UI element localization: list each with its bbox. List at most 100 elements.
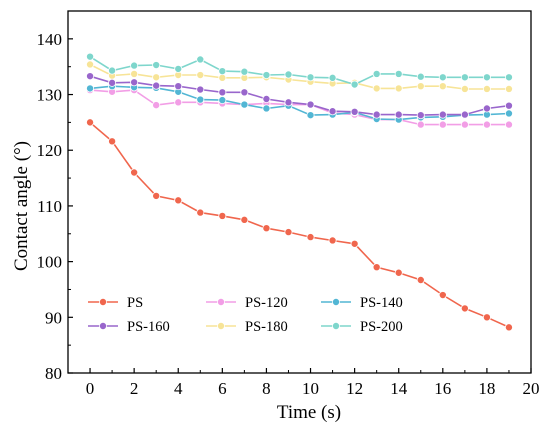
- data-point: [460, 84, 469, 93]
- data-point: [306, 100, 315, 109]
- data-point: [86, 52, 95, 61]
- x-tick-label: 14: [390, 379, 408, 398]
- data-point: [152, 191, 161, 200]
- data-point: [218, 211, 227, 220]
- data-point: [460, 304, 469, 313]
- data-point: [130, 78, 139, 87]
- data-point: [152, 81, 161, 90]
- data-point: [482, 104, 491, 113]
- y-axis-title: Contact angle (°): [11, 141, 32, 271]
- data-point: [152, 101, 161, 110]
- data-point: [372, 69, 381, 78]
- data-point: [174, 196, 183, 205]
- x-tick-label: 20: [523, 379, 540, 398]
- data-point: [460, 73, 469, 82]
- plot-frame: [67, 10, 532, 374]
- x-tick-label: 2: [130, 379, 139, 398]
- data-point: [240, 215, 249, 224]
- data-point: [416, 111, 425, 120]
- data-point: [218, 73, 227, 82]
- y-tick-label: 140: [37, 30, 63, 49]
- legend-marker: [99, 321, 108, 330]
- data-point: [438, 291, 447, 300]
- data-point: [438, 82, 447, 91]
- legend-item-ps-120: PS-120: [206, 295, 288, 311]
- legend-label: PS-140: [360, 295, 403, 311]
- data-point: [262, 94, 271, 103]
- data-point: [328, 73, 337, 82]
- data-point: [504, 109, 513, 118]
- data-point: [218, 96, 227, 105]
- data-point: [174, 82, 183, 91]
- y-tick-label: 80: [45, 364, 62, 383]
- data-point: [240, 88, 249, 97]
- legend-marker: [99, 297, 108, 306]
- data-point: [240, 67, 249, 76]
- data-point: [394, 110, 403, 119]
- legend-label: PS-120: [245, 295, 288, 311]
- legend-label: PS-160: [127, 319, 170, 335]
- data-point: [284, 98, 293, 107]
- data-point: [350, 107, 359, 116]
- axes: [67, 10, 532, 374]
- data-point: [152, 73, 161, 82]
- data-point: [460, 110, 469, 119]
- data-point: [284, 228, 293, 237]
- y-tick-label: 130: [37, 86, 63, 105]
- legend-item-ps-180: PS-180: [206, 319, 288, 335]
- data-point: [482, 313, 491, 322]
- data-point: [394, 268, 403, 277]
- data-point: [460, 120, 469, 129]
- legend-item-ps-140: PS-140: [321, 295, 403, 311]
- data-point: [482, 73, 491, 82]
- data-point: [240, 100, 249, 109]
- y-tick-label: 90: [45, 308, 62, 327]
- series-layer: [86, 52, 513, 332]
- data-point: [394, 69, 403, 78]
- x-tick-label: 10: [302, 379, 319, 398]
- data-point: [306, 73, 315, 82]
- data-point: [174, 64, 183, 73]
- data-point: [218, 67, 227, 76]
- data-point: [306, 233, 315, 242]
- data-point: [262, 224, 271, 233]
- legend-item-ps: PS: [88, 295, 143, 311]
- x-tick-label: 8: [262, 379, 271, 398]
- data-point: [438, 110, 447, 119]
- legend-item-ps-200: PS-200: [321, 319, 403, 335]
- data-point: [306, 111, 315, 120]
- data-point: [86, 72, 95, 81]
- data-point: [262, 71, 271, 80]
- data-point: [350, 80, 359, 89]
- data-point: [130, 168, 139, 177]
- data-point: [284, 70, 293, 79]
- data-point: [504, 323, 513, 332]
- x-tick-label: 16: [434, 379, 451, 398]
- data-point: [416, 120, 425, 129]
- series-line: [89, 89, 509, 126]
- data-point: [372, 263, 381, 272]
- data-point: [86, 84, 95, 93]
- series-ps-120: [86, 86, 513, 129]
- data-point: [372, 84, 381, 93]
- legend-marker: [216, 297, 225, 306]
- x-tick-label: 4: [174, 379, 183, 398]
- data-point: [152, 61, 161, 70]
- data-point: [504, 120, 513, 129]
- data-point: [196, 95, 205, 104]
- data-point: [416, 82, 425, 91]
- x-tick-label: 0: [86, 379, 95, 398]
- data-point: [328, 107, 337, 116]
- data-point: [438, 73, 447, 82]
- y-tick-label: 110: [37, 197, 62, 216]
- data-point: [108, 78, 117, 87]
- data-point: [130, 69, 139, 78]
- data-point: [438, 120, 447, 129]
- data-point: [262, 104, 271, 113]
- data-point: [504, 73, 513, 82]
- data-point: [350, 239, 359, 248]
- data-point: [174, 98, 183, 107]
- data-point: [482, 84, 491, 93]
- data-point: [372, 110, 381, 119]
- data-point: [394, 84, 403, 93]
